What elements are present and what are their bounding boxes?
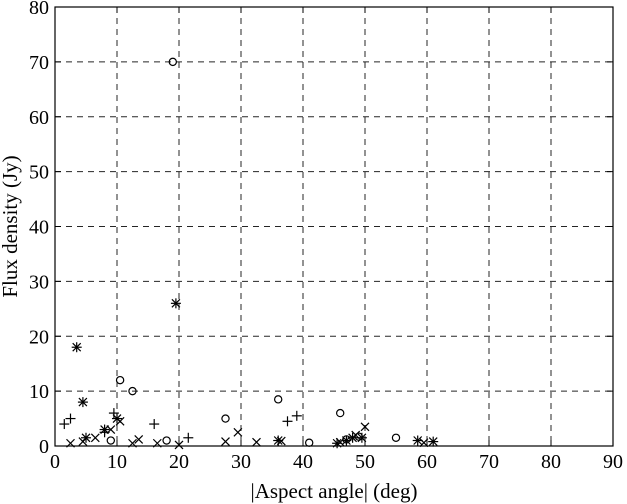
- data-point-cross: [233, 427, 243, 437]
- x-tick-label: 50: [355, 451, 375, 473]
- y-tick-label: 50: [29, 162, 49, 184]
- data-point-asterisk: [71, 342, 82, 353]
- y-axis-label: Flux density (Jy): [0, 155, 22, 297]
- data-point-plus: [59, 419, 70, 430]
- data-point-cross: [90, 433, 100, 443]
- x-tick-label: 90: [603, 451, 623, 473]
- data-point-plus: [149, 419, 160, 430]
- x-tick-label: 0: [50, 451, 60, 473]
- data-point-cross: [221, 437, 230, 447]
- data-point-asterisk: [332, 438, 343, 449]
- data-point-circle: [115, 375, 125, 385]
- data-point-asterisk: [170, 298, 181, 309]
- data-point-cross: [128, 438, 137, 448]
- data-markers: [59, 57, 439, 450]
- data-point-circle: [305, 438, 314, 447]
- y-tick-label: 20: [29, 326, 49, 348]
- x-tick-label: 40: [293, 451, 313, 473]
- data-point-circle: [106, 436, 116, 445]
- data-point-circle: [391, 433, 401, 442]
- data-point-circle: [221, 414, 230, 423]
- x-tick-labels: 0 10 20 30 40 50 60 70 80 90: [50, 451, 623, 473]
- y-tick-label: 80: [29, 0, 49, 19]
- data-point-circle: [128, 386, 137, 396]
- data-point-plus: [282, 416, 293, 427]
- y-tick-label: 0: [39, 436, 49, 458]
- y-tick-label: 30: [29, 271, 49, 293]
- data-point-cross: [351, 430, 361, 440]
- data-point-asterisk: [77, 397, 88, 408]
- data-point-cross: [360, 422, 370, 432]
- data-point-asterisk: [428, 436, 439, 447]
- data-point-circle: [168, 57, 177, 67]
- data-point-plus: [291, 410, 302, 421]
- data-point-plus: [108, 408, 119, 419]
- grid-lines: [55, 7, 613, 446]
- data-point-circle: [274, 395, 283, 404]
- data-point-cross: [252, 437, 261, 447]
- data-point-cross: [66, 438, 75, 448]
- data-point-cross: [335, 437, 345, 447]
- data-point-cross: [115, 416, 125, 426]
- data-point-circle: [162, 436, 171, 445]
- y-tick-labels: 0 10 20 30 40 50 60 70 80: [29, 0, 49, 458]
- x-tick-label: 20: [169, 451, 189, 473]
- data-point-cross: [152, 438, 162, 448]
- data-point-cross: [276, 436, 286, 446]
- data-point-cross: [106, 425, 116, 434]
- data-point-cross: [419, 438, 429, 448]
- data-point-plus: [65, 413, 76, 424]
- data-point-cross: [134, 434, 144, 444]
- data-point-circle: [336, 408, 345, 418]
- y-tick-label: 70: [29, 52, 49, 74]
- x-axis-label: |Aspect angle| (deg): [250, 479, 417, 503]
- data-point-cross: [174, 440, 184, 450]
- x-tick-label: 60: [417, 451, 437, 473]
- y-tick-label: 60: [29, 107, 49, 129]
- x-tick-label: 70: [479, 451, 499, 473]
- x-tick-label: 10: [107, 451, 127, 473]
- x-tick-label: 80: [541, 451, 561, 473]
- y-tick-label: 40: [29, 217, 49, 239]
- data-point-cross: [78, 437, 88, 447]
- data-point-plus: [183, 432, 194, 443]
- y-tick-label: 10: [29, 381, 49, 403]
- x-tick-label: 30: [231, 451, 251, 473]
